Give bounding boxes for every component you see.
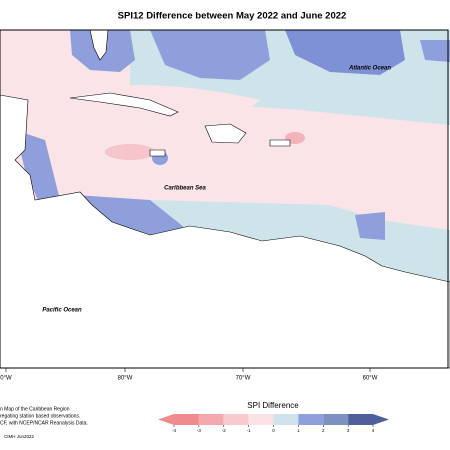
longitude-labels: 0°W 80°W 70°W 60°W xyxy=(0,368,378,382)
anomaly-zone xyxy=(420,40,450,62)
credit: CIMH Jun2022 xyxy=(4,434,35,439)
map-frame xyxy=(0,29,449,369)
anomaly-zone xyxy=(285,30,405,75)
colorbar-tick-label: -4 xyxy=(172,428,176,433)
footnote: n Map of the Caribbean Region xyxy=(0,406,70,412)
land xyxy=(269,139,291,147)
colorbar-tick-label: -1 xyxy=(247,428,251,433)
ocean-label: Atlantic Ocean xyxy=(348,66,391,72)
sea-label: Caribbean Sea xyxy=(164,186,206,192)
colorbar-segment xyxy=(323,414,349,425)
legend-title: SPI Difference xyxy=(247,401,299,410)
colorbar-segment xyxy=(223,414,249,425)
colorbar-tick-label: 0 xyxy=(272,428,275,433)
anomaly-zone xyxy=(15,130,60,205)
anomaly-zone xyxy=(150,30,270,80)
footnote: CF, with NCEP/NCAR Reanalysis Data. xyxy=(0,420,88,426)
ocean-label: Pacific Ocean xyxy=(42,308,82,314)
map-title: SPI12 Difference between May 2022 and Ju… xyxy=(118,11,347,22)
land xyxy=(69,92,179,117)
colorbar-tick-label: 4 xyxy=(372,428,375,433)
colorbar-tick-label: -2 xyxy=(222,428,226,433)
land xyxy=(149,149,166,157)
colorbar-segment xyxy=(273,414,299,425)
anomaly-zone xyxy=(105,144,155,160)
land xyxy=(204,123,247,144)
colorbar-tick-label: 1 xyxy=(297,428,300,433)
colorbar-segment xyxy=(248,414,274,425)
anomaly-zone xyxy=(355,212,385,240)
colorbar-end xyxy=(158,414,174,425)
longitude-label: 0°W xyxy=(0,376,12,382)
colorbar-segment xyxy=(298,414,324,425)
colorbar-tick-label: 2 xyxy=(322,428,325,433)
land xyxy=(0,94,450,369)
map-area xyxy=(0,29,450,369)
longitude-label: 60°W xyxy=(363,376,378,382)
colorbar-end xyxy=(373,414,389,425)
colorbar-segment xyxy=(174,414,199,425)
colorbar: -4 -3 -2 -1 0 1 2 3 4 xyxy=(158,414,389,433)
colorbar-segment xyxy=(348,414,373,425)
anomaly-zone xyxy=(70,85,260,108)
colorbar-segment xyxy=(198,414,224,425)
colorbar-tick-label: 3 xyxy=(347,428,350,433)
footnote: regating station based observations. xyxy=(0,413,80,419)
longitude-label: 80°W xyxy=(118,376,133,382)
longitude-label: 70°W xyxy=(236,376,251,382)
colorbar-tick-label: -3 xyxy=(197,428,201,433)
